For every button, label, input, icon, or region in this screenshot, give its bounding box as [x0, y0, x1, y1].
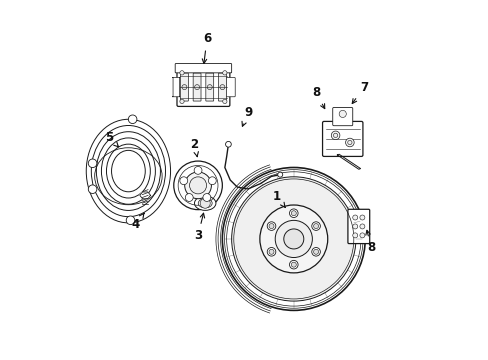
Circle shape [208, 177, 216, 185]
FancyBboxPatch shape [332, 108, 352, 126]
Circle shape [222, 167, 365, 310]
Polygon shape [140, 192, 150, 199]
Circle shape [231, 177, 355, 301]
Circle shape [352, 215, 357, 220]
Text: 2: 2 [190, 138, 198, 157]
Text: 6: 6 [202, 32, 211, 63]
Circle shape [359, 233, 364, 238]
Circle shape [345, 138, 353, 147]
FancyBboxPatch shape [175, 64, 231, 73]
Circle shape [180, 71, 184, 75]
FancyBboxPatch shape [225, 77, 235, 97]
Circle shape [184, 172, 211, 199]
Circle shape [359, 215, 364, 220]
FancyBboxPatch shape [180, 73, 188, 101]
Circle shape [207, 85, 212, 90]
Circle shape [313, 249, 318, 254]
Circle shape [225, 141, 231, 147]
Circle shape [182, 85, 186, 90]
Circle shape [266, 248, 275, 256]
Circle shape [268, 249, 273, 254]
FancyBboxPatch shape [218, 73, 226, 101]
Circle shape [268, 224, 273, 229]
Circle shape [185, 194, 193, 202]
Circle shape [88, 159, 97, 168]
Circle shape [291, 211, 296, 216]
Polygon shape [337, 154, 360, 169]
Text: 4: 4 [131, 213, 144, 231]
Circle shape [126, 216, 135, 225]
FancyBboxPatch shape [205, 73, 213, 101]
Circle shape [194, 166, 202, 174]
Circle shape [289, 260, 298, 269]
Ellipse shape [86, 119, 170, 223]
Circle shape [289, 209, 298, 217]
Circle shape [189, 177, 206, 194]
Circle shape [259, 205, 327, 273]
FancyBboxPatch shape [347, 209, 369, 244]
Circle shape [173, 161, 222, 210]
Circle shape [222, 99, 226, 104]
Circle shape [311, 222, 320, 230]
Circle shape [277, 172, 282, 177]
Ellipse shape [198, 199, 212, 208]
FancyBboxPatch shape [322, 121, 362, 157]
Circle shape [283, 229, 303, 249]
Circle shape [291, 262, 296, 267]
Ellipse shape [194, 196, 216, 210]
Circle shape [313, 224, 318, 229]
FancyBboxPatch shape [172, 77, 180, 97]
Circle shape [347, 140, 351, 145]
Circle shape [220, 85, 224, 90]
FancyBboxPatch shape [193, 73, 201, 101]
FancyBboxPatch shape [177, 68, 229, 107]
Circle shape [339, 111, 346, 117]
Circle shape [180, 99, 184, 104]
Text: 8: 8 [365, 230, 375, 255]
Circle shape [359, 224, 364, 229]
Circle shape [194, 85, 199, 90]
Text: 8: 8 [311, 86, 324, 109]
Circle shape [128, 115, 137, 123]
Circle shape [203, 194, 210, 202]
Circle shape [352, 224, 357, 229]
Circle shape [180, 177, 187, 185]
Circle shape [311, 248, 320, 256]
Text: 9: 9 [242, 105, 252, 126]
Circle shape [88, 185, 97, 193]
Circle shape [352, 233, 357, 238]
Text: 7: 7 [351, 81, 367, 104]
Circle shape [275, 220, 312, 257]
Circle shape [333, 133, 337, 138]
Text: 5: 5 [104, 131, 118, 147]
Circle shape [266, 222, 275, 230]
Text: 3: 3 [194, 213, 204, 242]
Circle shape [222, 71, 226, 75]
Circle shape [200, 198, 210, 208]
Circle shape [331, 131, 339, 140]
Text: 1: 1 [272, 190, 285, 208]
